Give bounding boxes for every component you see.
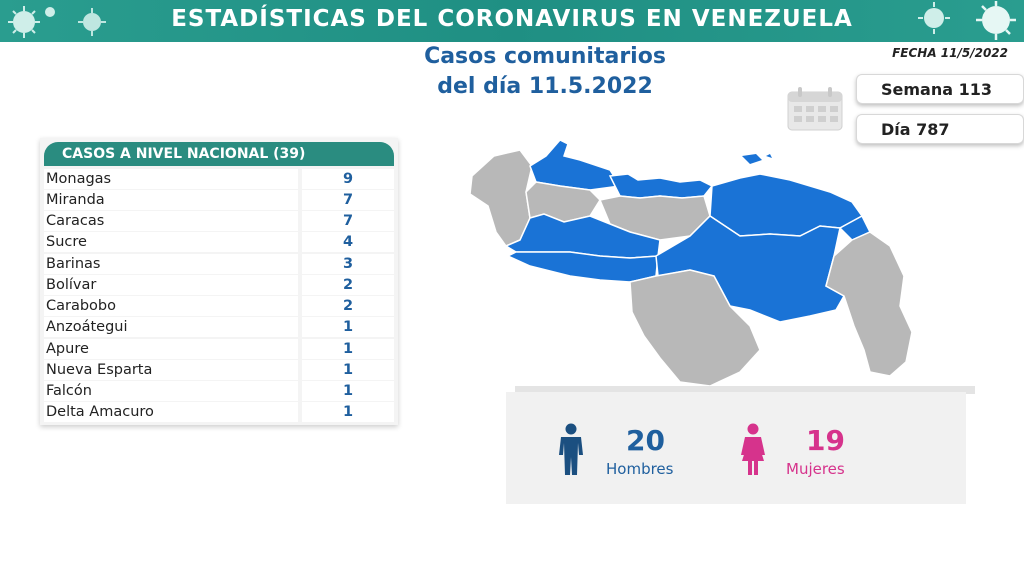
case-count: 3 (302, 254, 394, 274)
case-count: 1 (302, 402, 394, 422)
map-region (709, 173, 864, 237)
date-label: FECHA 11/5/2022 (892, 46, 1008, 60)
table-row: Caracas 7 (44, 211, 394, 231)
table-header: CASOS A NIVEL NACIONAL (39) (44, 142, 394, 166)
virus-icon (976, 1, 1016, 40)
women-label: Mujeres (786, 460, 845, 478)
state-name: Anzoátegui (44, 317, 298, 337)
case-count: 7 (302, 190, 394, 210)
case-count: 2 (302, 296, 394, 316)
venezuela-map (469, 139, 913, 387)
header-banner: ESTADÍSTICAS DEL CORONAVIRUS EN VENEZUEL… (0, 0, 1024, 42)
table-row: Barinas 3 (44, 254, 394, 274)
map-region (469, 149, 533, 247)
state-name: Carabobo (44, 296, 298, 316)
women-count: 19 (806, 424, 845, 457)
case-count: 7 (302, 211, 394, 231)
woman-icon (741, 423, 765, 475)
state-name: Caracas (44, 211, 298, 231)
week-badge: Semana 113 (856, 74, 1024, 104)
page-title: ESTADÍSTICAS DEL CORONAVIRUS EN VENEZUEL… (171, 6, 853, 32)
cases-table: CASOS A NIVEL NACIONAL (39) Monagas 9 Mi… (40, 138, 398, 425)
state-name: Falcón (44, 381, 298, 401)
gender-divider (515, 386, 975, 394)
map-region (825, 231, 913, 377)
gender-panel (506, 392, 966, 504)
table-row: Nueva Esparta 1 (44, 360, 394, 380)
virus-icon (918, 2, 950, 34)
men-label: Hombres (606, 460, 674, 478)
virus-icon (78, 8, 106, 36)
case-count: 9 (302, 169, 394, 189)
case-count: 1 (302, 339, 394, 359)
table-row: Apure 1 (44, 339, 394, 359)
table-row: Falcón 1 (44, 381, 394, 401)
table-row: Miranda 7 (44, 190, 394, 210)
table-row: Carabobo 2 (44, 296, 394, 316)
map-region (608, 173, 714, 199)
case-count: 1 (302, 317, 394, 337)
subtitle-line2: del día 11.5.2022 (437, 74, 653, 99)
subtitle-line1: Casos comunitarios (424, 44, 666, 69)
state-name: Sucre (44, 232, 298, 252)
man-icon (559, 423, 583, 475)
case-count: 2 (302, 275, 394, 295)
table-row: Bolívar 2 (44, 275, 394, 295)
state-name: Barinas (44, 254, 298, 274)
virus-icon (8, 6, 55, 38)
table-row: Sucre 4 (44, 232, 394, 252)
state-name: Nueva Esparta (44, 360, 298, 380)
case-count: 1 (302, 381, 394, 401)
state-name: Delta Amacuro (44, 402, 298, 422)
map-region (766, 154, 772, 158)
map-region (629, 269, 761, 387)
state-name: Monagas (44, 169, 298, 189)
table-row: Delta Amacuro 1 (44, 402, 394, 422)
case-count: 1 (302, 360, 394, 380)
day-badge: Día 787 (856, 114, 1024, 144)
state-name: Bolívar (44, 275, 298, 295)
case-count: 4 (302, 232, 394, 252)
men-count: 20 (626, 424, 665, 457)
calendar-icon (787, 87, 843, 131)
table-row: Anzoátegui 1 (44, 317, 394, 337)
state-name: Miranda (44, 190, 298, 210)
state-name: Apure (44, 339, 298, 359)
map-region (742, 154, 762, 164)
table-row: Monagas 9 (44, 169, 394, 189)
